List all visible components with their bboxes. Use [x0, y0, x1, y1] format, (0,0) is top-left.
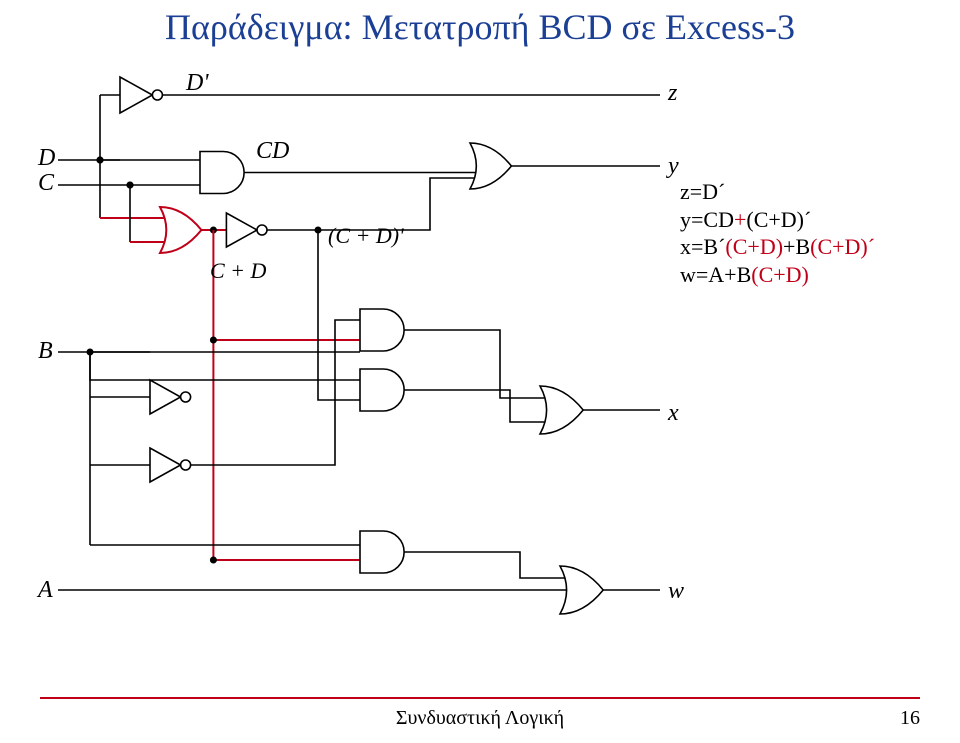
svg-text:A: A — [36, 577, 53, 603]
svg-text:y: y — [666, 153, 679, 179]
svg-text:C + D: C + D — [210, 258, 267, 283]
circuit-diagram: DC B A D' CD C + D (C + D)' z y x w Συνδυαστική Λογ… — [0, 0, 960, 743]
svg-text:D: D — [37, 145, 55, 171]
svg-text:B: B — [38, 338, 53, 364]
svg-text:Συνδυαστική Λογική: Συνδυαστική Λογική — [396, 707, 564, 729]
svg-text:16: 16 — [900, 707, 920, 729]
svg-text:CD: CD — [256, 138, 289, 164]
svg-text:D': D' — [185, 70, 209, 96]
svg-text:x: x — [667, 400, 679, 426]
svg-text:z: z — [667, 80, 678, 106]
svg-text:C: C — [38, 170, 55, 196]
svg-text:w: w — [668, 578, 684, 604]
svg-text:(C + D)': (C + D)' — [328, 223, 404, 248]
